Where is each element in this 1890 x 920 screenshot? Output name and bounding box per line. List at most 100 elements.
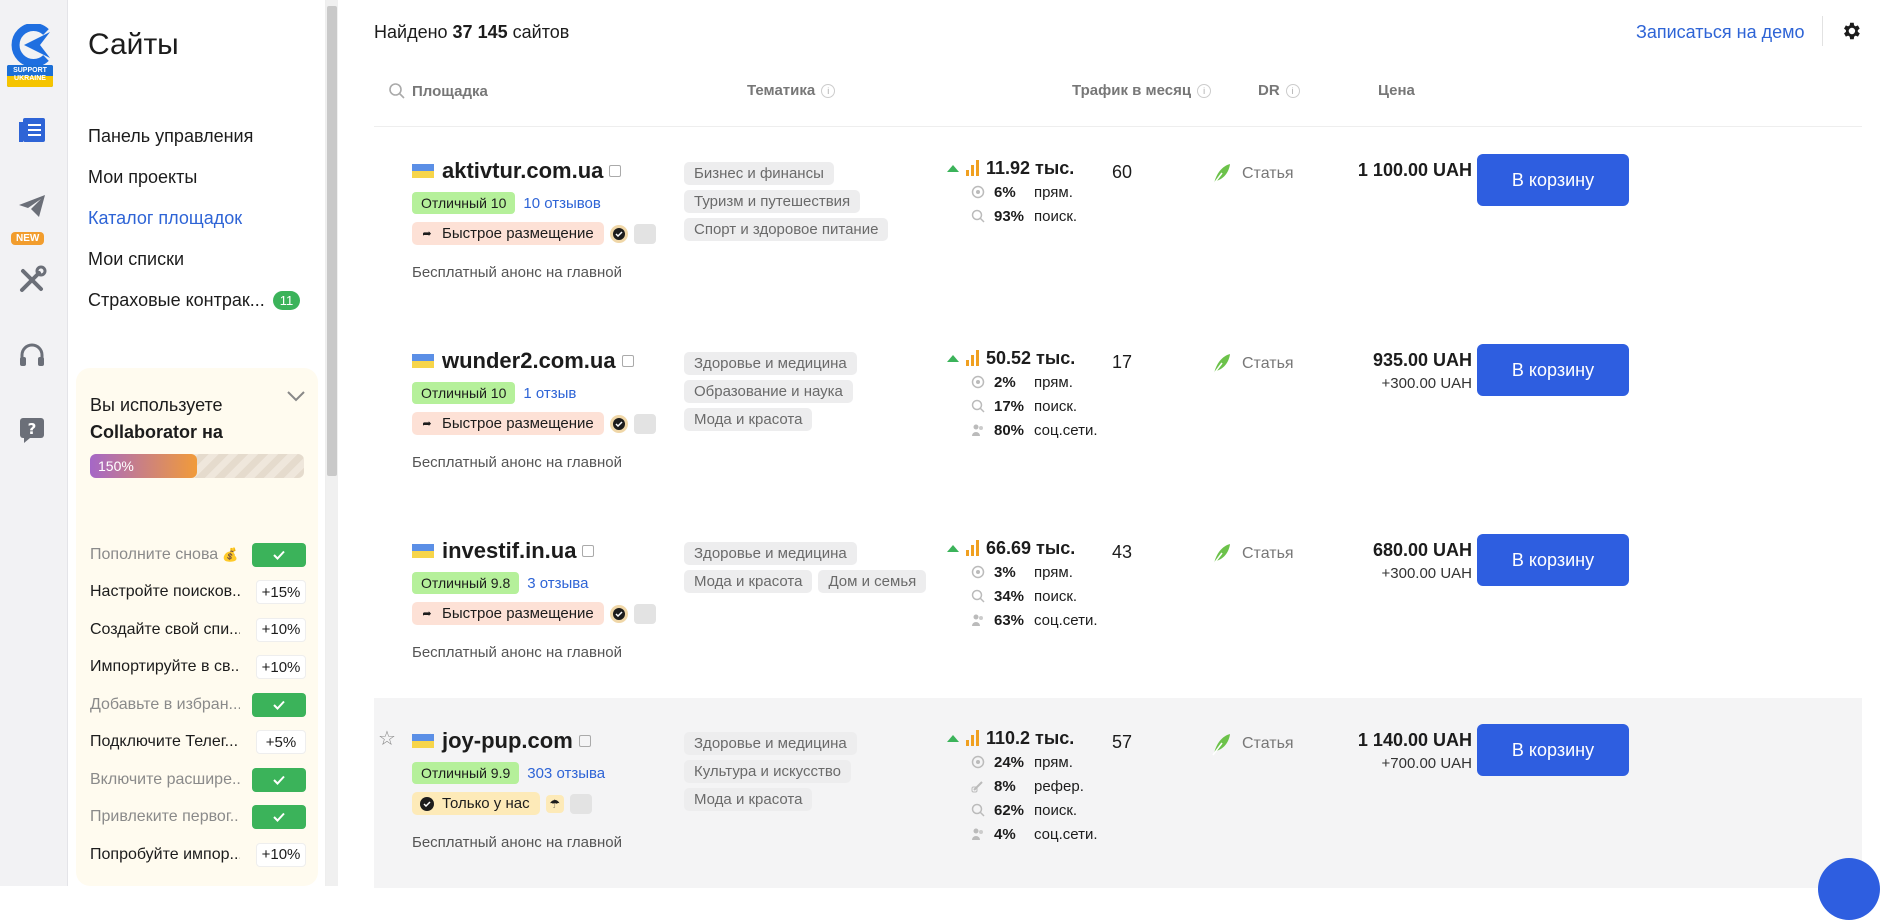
traffic-label: соц.сети.	[1034, 825, 1098, 843]
traffic-label: прям.	[1034, 753, 1073, 771]
external-link-icon[interactable]	[621, 355, 634, 367]
task-item[interactable]: Пополните снова 💰	[90, 536, 306, 574]
task-item[interactable]: Импортируйте в св... +10%	[90, 649, 306, 687]
traffic-source: 2% прям.	[946, 370, 1126, 394]
sidebar-item-catalog[interactable]: Каталог площадок	[88, 198, 308, 239]
search-icon	[970, 802, 986, 818]
rating-badge: Отличный 9.8	[412, 572, 520, 594]
site-domain[interactable]: aktivtur.com.ua	[442, 158, 622, 184]
sidebar-item-insurance[interactable]: Страховые контрак... 11	[88, 280, 308, 321]
direct-icon	[970, 564, 986, 580]
comment-icon[interactable]	[569, 793, 592, 814]
add-to-cart-button[interactable]: В корзину	[1477, 724, 1629, 776]
site-domain[interactable]: wunder2.com.ua	[442, 348, 634, 374]
headset-icon[interactable]	[14, 338, 50, 374]
topic-tag: Здоровье и медицина	[684, 542, 857, 565]
header-label: Площадка	[412, 82, 488, 100]
traffic-value: 11.92 тыс.	[986, 157, 1075, 178]
bonus-badge: +10%	[256, 842, 306, 867]
social-icon	[970, 612, 986, 628]
reviews-link[interactable]: 3 отзыва	[527, 574, 589, 592]
reviews-link[interactable]: 10 отзывов	[523, 194, 601, 212]
found-count: 37 145	[452, 22, 508, 42]
traffic-info: 50.52 тыс. 2% прям. 17% поиск. 80% соц.сети.	[946, 346, 1126, 442]
content-type-label: Статья	[1242, 735, 1294, 752]
topic-list: Здоровье и медицина Мода и красота Дом и с…	[684, 542, 984, 593]
column-header-topic[interactable]: Тематика i	[747, 82, 836, 99]
bar-signal-icon	[966, 730, 979, 746]
comment-icon[interactable]	[633, 603, 656, 624]
task-item[interactable]: Привлеките первог...	[90, 799, 306, 837]
task-item[interactable]: Попробуйте импор... +10%	[90, 836, 306, 874]
task-item[interactable]: Настройте поисков... +15%	[90, 574, 306, 612]
topic-tag: Туризм и путешествия	[684, 190, 861, 213]
price-value: 1 100.00 UAH	[1357, 160, 1472, 180]
add-to-cart-button[interactable]: В корзину	[1477, 154, 1629, 206]
catalog-icon[interactable]	[14, 112, 50, 148]
site-domain[interactable]: investif.in.ua	[442, 538, 595, 564]
gear-icon[interactable]	[1840, 20, 1862, 42]
external-link-icon[interactable]	[582, 545, 595, 557]
traffic-source: 17% поиск.	[946, 394, 1126, 418]
placement-tag-label: Быстрое размещение	[442, 415, 594, 432]
table-row[interactable]: ☆ joy-pup.com Отличный 9.9 303 отзыва Тол…	[374, 698, 1862, 888]
info-icon[interactable]: i	[1285, 83, 1300, 98]
search-icon[interactable]	[388, 82, 406, 100]
task-item[interactable]: Создайте свой спи... +10%	[90, 611, 306, 649]
star-icon[interactable]: ☆	[378, 728, 396, 750]
feather-icon	[1212, 544, 1230, 566]
sidebar-item-lists[interactable]: Мои списки	[88, 239, 308, 280]
placement-tag-label: Быстрое размещение	[442, 605, 594, 622]
sidebar-item-projects[interactable]: Мои проекты	[88, 157, 308, 198]
domain-label: joy-pup.com	[442, 728, 573, 753]
trend-up-icon	[947, 355, 959, 362]
content-type-label: Статья	[1242, 165, 1294, 182]
table-row[interactable]: investif.in.ua Отличный 9.8 3 отзыва ➦ Быс…	[374, 508, 1862, 698]
topic-tag: Бизнес и финансы	[684, 162, 834, 185]
column-header-traffic[interactable]: Трафик в месяц i	[1072, 82, 1212, 99]
chevron-down-icon[interactable]	[286, 390, 306, 402]
verified-icon	[609, 414, 628, 433]
task-item[interactable]: Включите расшире...	[90, 761, 306, 799]
table-row[interactable]: wunder2.com.ua Отличный 10 1 отзыв ➦ Быстр…	[374, 318, 1862, 508]
app-logo[interactable]: SUPPORT UKRAINE	[6, 23, 54, 88]
check-icon	[252, 805, 306, 830]
found-prefix: Найдено	[374, 22, 448, 42]
scrollbar-thumb[interactable]	[327, 6, 337, 476]
demo-link[interactable]: Записаться на демо	[1636, 22, 1805, 42]
task-item[interactable]: Добавьте в избран...	[90, 686, 306, 724]
column-header-site[interactable]: Площадка	[389, 82, 488, 100]
topic-tag: Культура и искусство	[684, 760, 852, 783]
promo-line1: Вы используете	[90, 395, 223, 415]
external-link-icon[interactable]	[609, 165, 622, 177]
traffic-label: поиск.	[1034, 587, 1078, 605]
task-item[interactable]: Подключите Телег... +5%	[90, 724, 306, 762]
column-header-price[interactable]: Цена	[1378, 82, 1415, 99]
sidebar-scrollbar[interactable]	[326, 0, 338, 886]
add-to-cart-button[interactable]: В корзину	[1477, 344, 1629, 396]
external-link-icon[interactable]	[578, 735, 591, 747]
info-icon[interactable]: i	[821, 83, 836, 98]
table-row[interactable]: aktivtur.com.ua Отличный 10 10 отзывов ➦ Б…	[374, 128, 1862, 318]
rating-badge: Отличный 9.9	[412, 762, 520, 784]
placement-tag-label: Только у нас	[442, 795, 530, 812]
rating-badge: Отличный 10	[412, 192, 516, 214]
help-icon[interactable]: ?	[14, 412, 50, 448]
chat-widget-button[interactable]	[1818, 858, 1880, 920]
reviews-link[interactable]: 303 отзыва	[527, 764, 606, 782]
sidebar-item-dashboard[interactable]: Панель управления	[88, 116, 308, 157]
tools-icon[interactable]	[14, 262, 50, 298]
send-icon[interactable]	[14, 188, 50, 224]
info-icon[interactable]: i	[1197, 83, 1212, 98]
comment-icon[interactable]	[633, 223, 656, 244]
divider	[1822, 16, 1823, 46]
site-domain[interactable]: joy-pup.com	[442, 728, 591, 754]
traffic-pct: 8%	[994, 777, 1016, 795]
content-type: Статья	[1210, 732, 1294, 756]
comment-icon[interactable]	[633, 413, 656, 434]
add-to-cart-button[interactable]: В корзину	[1477, 534, 1629, 586]
reviews-link[interactable]: 1 отзыв	[523, 384, 577, 402]
topic-tag: Здоровье и медицина	[684, 732, 857, 755]
column-header-dr[interactable]: DR i	[1258, 82, 1300, 99]
topic-tag: Мода и красота	[684, 570, 813, 593]
